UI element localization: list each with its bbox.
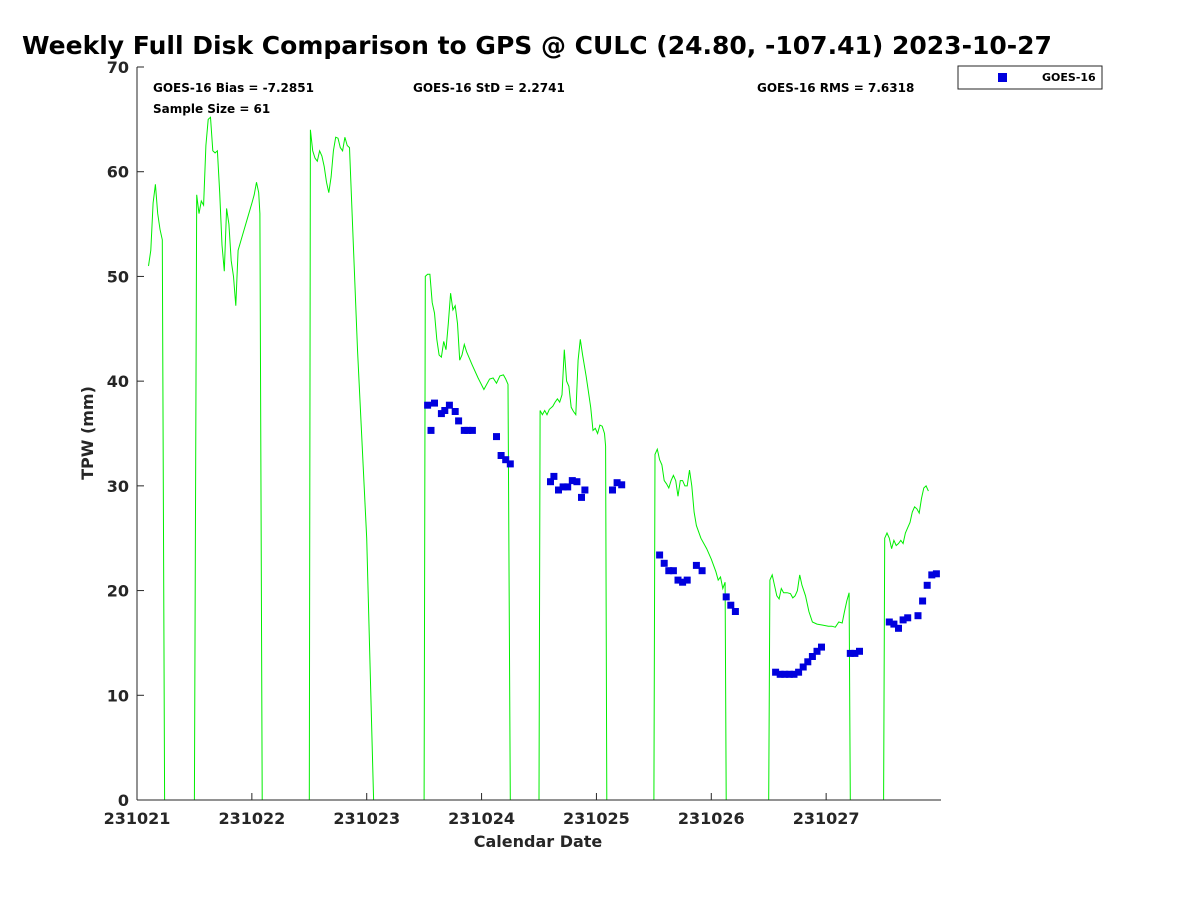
- goes16-point: [493, 433, 500, 441]
- goes16-point: [618, 481, 626, 489]
- goes16-point: [890, 620, 898, 628]
- goes16-point: [568, 477, 576, 485]
- goes16-point: [818, 643, 825, 651]
- goes16-point: [785, 670, 793, 678]
- stats-panel: GOES-16 Bias = -7.2851 GOES-16 StD = 2.2…: [153, 81, 914, 116]
- plot-area: [148, 116, 940, 801]
- goes16-point: [914, 612, 922, 620]
- rms-stat: GOES-16 RMS = 7.6318: [757, 81, 914, 95]
- goes16-point: [722, 593, 730, 601]
- x-tick-label: 231023: [333, 809, 400, 828]
- y-tick-label: 40: [107, 372, 129, 391]
- goes16-point: [665, 567, 673, 575]
- x-tick-label: 231022: [218, 809, 285, 828]
- goes16-point: [497, 452, 505, 459]
- goes16-point: [851, 649, 859, 657]
- goes16-point: [573, 478, 581, 486]
- gps-line: [148, 116, 929, 801]
- bias-stat: GOES-16 Bias = -7.2851: [153, 81, 314, 95]
- goes16-point: [674, 576, 682, 584]
- goes16-point: [609, 486, 616, 494]
- goes16-point: [856, 647, 863, 655]
- y-tick-label: 60: [107, 163, 129, 182]
- gps-series: [148, 116, 929, 801]
- y-axis-label: TPW (mm): [78, 386, 97, 480]
- legend-label: GOES-16: [1042, 71, 1096, 84]
- sample-size-stat: Sample Size = 61: [153, 102, 270, 116]
- goes16-point: [660, 559, 668, 567]
- y-tick-label: 0: [118, 791, 129, 810]
- legend: GOES-16: [957, 65, 1103, 90]
- goes16-point: [656, 551, 664, 559]
- goes16-point: [581, 486, 589, 494]
- goes16-point: [795, 668, 803, 676]
- y-tick-label: 20: [107, 582, 129, 601]
- goes16-point: [899, 616, 907, 624]
- goes16-point: [451, 408, 459, 415]
- y-tick-label: 70: [107, 58, 129, 77]
- goes16-point: [559, 483, 567, 491]
- y-tick-label: 30: [107, 477, 129, 496]
- goes16-point: [564, 483, 572, 491]
- goes16-point: [555, 486, 562, 494]
- goes16-point: [731, 608, 739, 615]
- legend-marker: [998, 73, 1007, 82]
- goes16-series: [424, 399, 940, 678]
- goes16-point: [772, 668, 780, 676]
- x-tick-label: 231021: [104, 809, 171, 828]
- axes: 0 10 20 30 40 50 60 70 231021 231022 231023 231024…: [104, 58, 941, 828]
- goes16-point: [550, 472, 558, 480]
- goes16-point: [692, 561, 700, 569]
- goes16-point: [904, 614, 912, 622]
- goes16-point: [727, 601, 735, 609]
- goes16-point: [698, 567, 706, 575]
- goes16-point: [885, 618, 893, 626]
- legend-box: [957, 65, 1103, 90]
- y-axis-ticks: 0 10 20 30 40 50 60 70: [107, 58, 144, 810]
- goes16-point: [578, 493, 585, 501]
- goes16-point: [932, 570, 940, 578]
- x-axis-ticks: 231021 231022 231023 231024 231025 231026 2310…: [104, 793, 860, 828]
- std-stat: GOES-16 StD = 2.2741: [413, 81, 565, 95]
- goes16-point: [683, 576, 691, 584]
- goes16-point: [923, 581, 931, 589]
- goes16-point: [808, 653, 816, 660]
- goes16-point: [679, 578, 687, 586]
- goes16-point: [427, 426, 435, 434]
- goes16-point: [547, 478, 554, 486]
- goes16-point: [799, 663, 807, 671]
- goes16-point: [669, 567, 677, 575]
- x-tick-label: 231026: [678, 809, 745, 828]
- goes16-point: [424, 401, 432, 409]
- goes16-point: [506, 460, 514, 468]
- goes16-point: [441, 407, 449, 414]
- goes16-point: [895, 624, 902, 632]
- goes16-point: [919, 597, 927, 605]
- goes16-point: [790, 670, 798, 678]
- x-tick-label: 231027: [793, 809, 860, 828]
- goes16-point: [445, 401, 453, 409]
- goes16-point: [781, 670, 789, 678]
- goes16-point: [846, 649, 854, 657]
- y-tick-label: 10: [107, 686, 129, 705]
- goes16-point: [502, 456, 510, 464]
- goes16-point: [928, 571, 936, 579]
- goes16-point: [431, 399, 438, 407]
- x-axis-label: Calendar Date: [474, 832, 603, 851]
- goes16-point: [455, 417, 463, 425]
- x-tick-label: 231025: [563, 809, 630, 828]
- goes16-point: [776, 670, 784, 678]
- chart-title: Weekly Full Disk Comparison to GPS @ CUL…: [22, 31, 1052, 60]
- goes16-point: [464, 426, 472, 434]
- goes16-point: [804, 658, 812, 666]
- x-tick-label: 231024: [448, 809, 515, 828]
- goes16-point: [813, 647, 821, 655]
- goes16-point: [613, 479, 621, 487]
- y-tick-label: 50: [107, 267, 129, 286]
- goes16-point: [468, 426, 476, 434]
